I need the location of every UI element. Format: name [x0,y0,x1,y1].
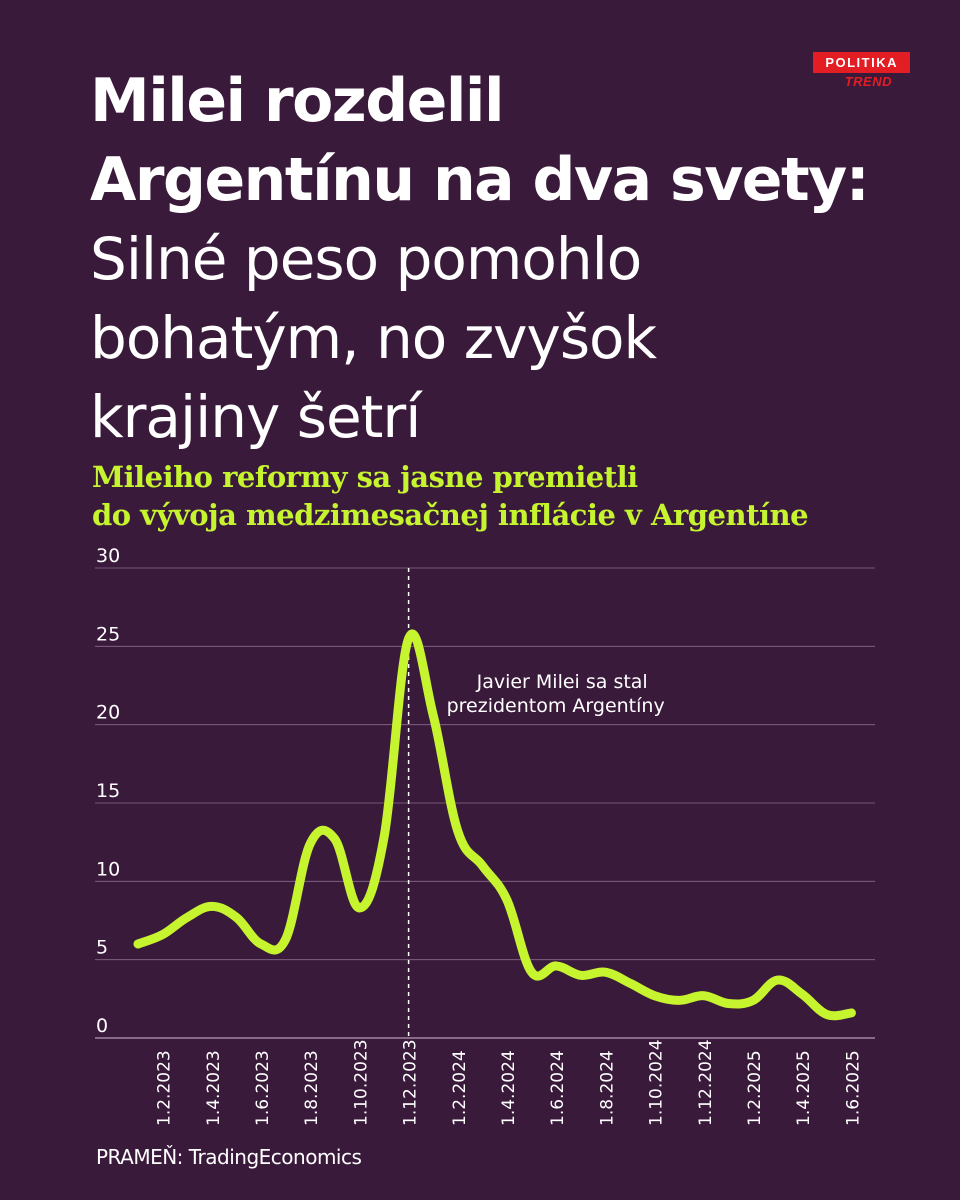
headline-bold-line-2: Argentínu na dva svety: [90,145,870,215]
annotation-text-line-1: Javier Milei sa stal [476,671,648,693]
x-tick-label: 1.6.2023 [253,1050,273,1126]
x-tick-label: 1.6.2024 [548,1050,568,1126]
x-axis-ticks: 1.2.2023 1.4.2023 1.6.2023 1.8.2023 1.10.202… [155,1039,864,1126]
x-tick-label: 1.6.2025 [843,1050,863,1126]
y-tick-label: 10 [96,858,120,880]
section-label: POLITIKA [813,52,910,73]
source-note: PRAMEŇ: TradingEconomics [96,1145,362,1169]
y-tick-label: 15 [96,780,120,802]
x-tick-label: 1.12.2024 [696,1039,716,1126]
y-axis-ticks: 0 5 10 15 20 25 30 [96,545,120,1037]
x-tick-label: 1.4.2025 [794,1050,814,1126]
headline-bold-line-1: Milei rozdelil [90,66,505,136]
brand-logo: TREND [844,74,892,89]
headline: Milei rozdelil Argentínu na dva svety: S… [90,62,890,457]
subtitle-line-1: Mileiho reformy sa jasne premietli [92,460,638,494]
x-tick-label: 1.8.2023 [302,1050,322,1126]
x-tick-label: 1.4.2024 [499,1050,519,1126]
y-tick-label: 20 [96,702,120,724]
inflation-chart: 0 5 10 15 20 25 30 1.2.2023 1.4.2023 1.6.2023 1.8… [95,545,875,1126]
annotation-text-line-2: prezidentom Argentíny [447,695,665,717]
grid-layer [95,567,875,1039]
headline-light-line-2: bohatým, no zvyšok [90,304,657,372]
x-tick-label: 1.10.2023 [351,1039,371,1126]
chart-subtitle: Mileiho reformy sa jasne premietli do vý… [92,458,912,534]
x-tick-label: 1.12.2023 [401,1039,421,1126]
subtitle-line-2: do vývoja medzimesačnej inflácie v Argen… [92,498,809,532]
x-tick-label: 1.10.2024 [647,1039,667,1126]
x-tick-label: 1.2.2023 [155,1050,175,1126]
y-tick-label: 5 [96,937,108,959]
y-tick-label: 0 [96,1015,108,1037]
x-tick-label: 1.2.2024 [450,1050,470,1126]
x-tick-label: 1.4.2023 [204,1050,224,1126]
y-tick-label: 25 [96,623,120,645]
y-tick-label: 30 [96,545,120,567]
series-line-inflation [133,629,856,1021]
headline-light-line-1: Silné peso pomohlo [90,225,642,293]
brand-badge: POLITIKA TREND [813,52,910,89]
x-tick-label: 1.2.2025 [745,1050,765,1126]
headline-light-line-3: krajiny šetrí [90,383,421,451]
x-tick-label: 1.8.2024 [597,1050,617,1126]
